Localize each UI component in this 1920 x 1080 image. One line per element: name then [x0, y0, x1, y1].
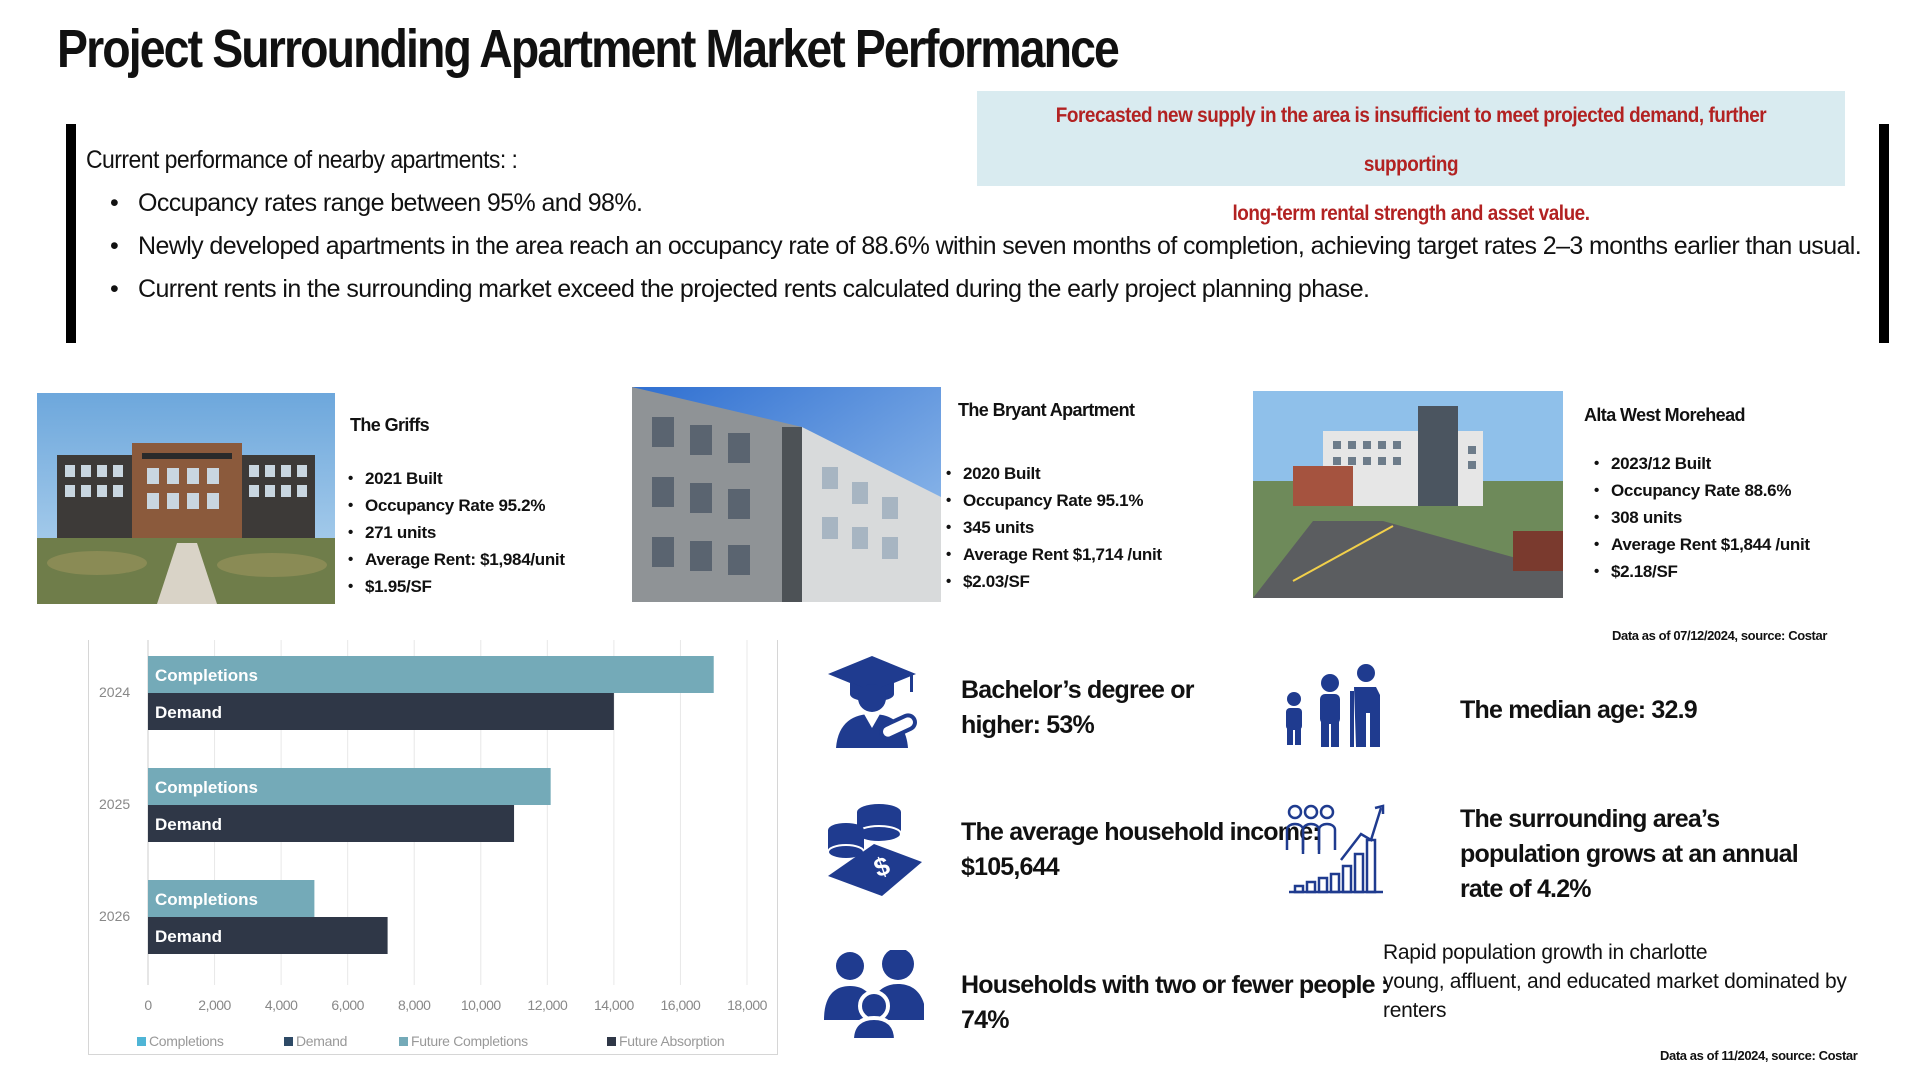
legend-label: Completions: [149, 1033, 224, 1049]
performance-section: Current performance of nearby apartments…: [86, 146, 1866, 316]
population-growth-icon: [1285, 802, 1385, 899]
property-detail: 345 units: [946, 514, 1162, 541]
households-stat: Households with two or fewer people : 74…: [961, 968, 1389, 1038]
callout-line-1: Forecasted new supply in the area is ins…: [1055, 104, 1767, 176]
x-tick-label: 16,000: [661, 997, 702, 1013]
properties-source: Data as of 07/12/2024, source: Costar: [1612, 628, 1827, 643]
property-detail: $2.03/SF: [946, 568, 1162, 595]
y-category-label: 2026: [99, 908, 130, 924]
bar-label: Demand: [155, 927, 222, 946]
education-stat: Bachelor’s degree or higher: 53%: [961, 673, 1195, 743]
money-icon: $: [824, 800, 924, 905]
education-line-2: higher: 53%: [961, 711, 1095, 739]
income-line-2: $105,644: [961, 853, 1060, 881]
x-tick-label: 10,000: [461, 997, 502, 1013]
note-line-3: renters: [1383, 999, 1447, 1022]
property-detail: 308 units: [1594, 504, 1810, 531]
left-accent-bar: [66, 124, 76, 343]
property-detail: Average Rent $1,844 /unit: [1594, 531, 1810, 558]
bar-label: Completions: [155, 778, 258, 797]
bar-demand: [148, 693, 614, 730]
x-tick-label: 18,000: [727, 997, 768, 1013]
performance-list: Occupancy rates range between 95% and 98…: [86, 187, 1866, 306]
note-line-2: young, affluent, and educated market dom…: [1383, 970, 1847, 993]
performance-bullet: Newly developed apartments in the area r…: [110, 230, 1866, 263]
income-line-1: The average household income:: [961, 818, 1321, 846]
griffs-details: 2021 Built Occupancy Rate 95.2% 271 unit…: [348, 465, 565, 600]
alta-details: 2023/12 Built Occupancy Rate 88.6% 308 u…: [1594, 450, 1810, 585]
median-age-stat: The median age: 32.9: [1460, 696, 1698, 724]
alta-name: Alta West Morehead: [1584, 405, 1746, 425]
family-icon: [824, 948, 926, 1045]
property-detail: 2023/12 Built: [1594, 450, 1810, 477]
property-detail: $1.95/SF: [348, 573, 565, 600]
growth-line-3: rate of 4.2%: [1460, 875, 1592, 903]
growth-line-2: population grows at an annual: [1460, 840, 1799, 868]
property-detail: Occupancy Rate 95.2%: [348, 492, 565, 519]
property-detail: Average Rent: $1,984/unit: [348, 546, 565, 573]
performance-bullet: Occupancy rates range between 95% and 98…: [110, 187, 1866, 220]
property-detail: 2021 Built: [348, 465, 565, 492]
x-tick-label: 6,000: [331, 997, 364, 1013]
griffs-name: The Griffs: [350, 415, 430, 435]
property-detail: Occupancy Rate 88.6%: [1594, 477, 1810, 504]
alta-photo: [1253, 391, 1563, 598]
x-tick-label: 12,000: [527, 997, 568, 1013]
bar-label: Completions: [155, 890, 258, 909]
education-line-1: Bachelor’s degree or: [961, 676, 1195, 704]
page-title: Project Surrounding Apartment Market Per…: [57, 19, 1120, 79]
legend-swatch: [137, 1037, 146, 1046]
griffs-photo: [37, 393, 335, 604]
bar-completions: [148, 656, 714, 693]
households-line-1: Households with two or fewer people :: [961, 971, 1389, 999]
supply-demand-chart: 0 2,000 4,000 6,000 8,000 10,000 12,000 14,000 1…: [88, 640, 778, 1055]
growth-line-1: The surrounding area’s: [1460, 805, 1720, 833]
bryant-photo: [632, 387, 941, 602]
bar-label: Completions: [155, 666, 258, 685]
graduate-icon: [824, 652, 920, 753]
property-detail: 2020 Built: [946, 460, 1162, 487]
households-line-2: 74%: [961, 1006, 1009, 1034]
demographics-source: Data as of 11/2024, source: Costar: [1660, 1048, 1858, 1063]
legend-label: Future Absorption: [619, 1033, 724, 1049]
age-group-icon: [1280, 663, 1384, 752]
property-detail: $2.18/SF: [1594, 558, 1810, 585]
bryant-name: The Bryant Apartment: [958, 400, 1135, 420]
right-accent-bar: [1879, 124, 1889, 343]
performance-lead: Current performance of nearby apartments…: [86, 146, 518, 174]
income-stat: The average household income: $105,644: [961, 815, 1321, 885]
x-tick-label: 2,000: [198, 997, 231, 1013]
legend-label: Demand: [296, 1033, 347, 1049]
y-category-label: 2024: [99, 684, 130, 700]
y-category-label: 2025: [99, 796, 130, 812]
legend-label: Future Completions: [411, 1033, 528, 1049]
x-tick-label: 4,000: [265, 997, 298, 1013]
legend-swatch: [399, 1037, 408, 1046]
x-tick-label: 8,000: [398, 997, 431, 1013]
bar-label: Demand: [155, 815, 222, 834]
note-line-1: Rapid population growth in charlotte: [1383, 941, 1708, 964]
property-detail: 271 units: [348, 519, 565, 546]
x-tick-label: 14,000: [594, 997, 635, 1013]
property-detail: Occupancy Rate 95.1%: [946, 487, 1162, 514]
bar-completions: [148, 768, 551, 805]
legend-swatch: [607, 1037, 616, 1046]
market-note: Rapid population growth in charlotte you…: [1383, 938, 1847, 1025]
supply-callout: Forecasted new supply in the area is ins…: [977, 91, 1845, 225]
legend-swatch: [284, 1037, 293, 1046]
bar-demand: [148, 805, 515, 842]
bryant-details: 2020 Built Occupancy Rate 95.1% 345 unit…: [946, 460, 1162, 595]
bar-label: Demand: [155, 703, 222, 722]
bar-completions: [148, 880, 315, 917]
growth-stat: The surrounding area’s population grows …: [1460, 802, 1799, 907]
performance-bullet: Current rents in the surrounding market …: [110, 273, 1866, 306]
chart-svg: 0 2,000 4,000 6,000 8,000 10,000 12,000 14,000 1…: [99, 640, 768, 1049]
x-tick-label: 0: [144, 997, 152, 1013]
property-detail: Average Rent $1,714 /unit: [946, 541, 1162, 568]
bar-demand: [148, 917, 388, 954]
